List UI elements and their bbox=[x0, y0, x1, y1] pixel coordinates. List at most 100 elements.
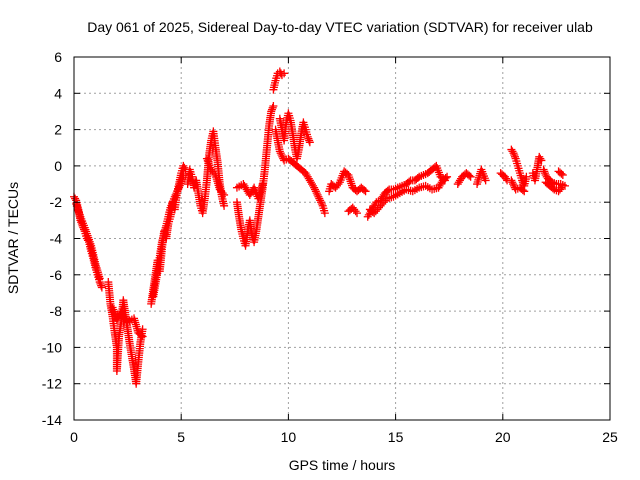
data-point bbox=[522, 172, 531, 181]
grid bbox=[74, 57, 610, 420]
data-point bbox=[455, 176, 464, 185]
data-point bbox=[537, 156, 546, 165]
data-point bbox=[443, 172, 452, 181]
data-point bbox=[405, 177, 414, 186]
data-point bbox=[557, 183, 566, 192]
data-point bbox=[218, 189, 227, 198]
y-tick-label: 2 bbox=[54, 122, 62, 138]
data-point bbox=[556, 180, 565, 189]
data-point bbox=[383, 186, 392, 195]
data-point bbox=[85, 237, 94, 246]
data-point bbox=[95, 274, 104, 283]
y-axis-ticks: -14 -12 -10 -8 -6 -4 -2 0 2 4 6 bbox=[42, 49, 610, 428]
data-point bbox=[466, 172, 475, 181]
data-point bbox=[351, 207, 360, 216]
data-point bbox=[173, 187, 182, 196]
data-point bbox=[510, 151, 519, 160]
data-point bbox=[541, 170, 550, 179]
data-point bbox=[304, 134, 313, 143]
x-tick-label: 20 bbox=[495, 429, 511, 445]
data-point bbox=[315, 194, 324, 203]
data-point bbox=[346, 177, 355, 186]
data-point bbox=[220, 190, 229, 199]
x-axis-label: GPS time / hours bbox=[289, 457, 396, 473]
data-point bbox=[361, 187, 370, 196]
data-point bbox=[313, 190, 322, 199]
data-point bbox=[535, 152, 544, 161]
y-tick-label: 6 bbox=[54, 49, 62, 65]
data-point bbox=[83, 231, 92, 240]
data-point bbox=[179, 170, 188, 179]
data-point bbox=[310, 183, 319, 192]
data-point bbox=[97, 283, 106, 292]
data-point bbox=[305, 138, 314, 147]
data-point bbox=[558, 170, 567, 179]
data-point bbox=[314, 192, 323, 201]
y-tick-label: -8 bbox=[50, 303, 63, 319]
data-point bbox=[275, 147, 284, 156]
data-point bbox=[170, 192, 179, 201]
data-point bbox=[96, 279, 105, 288]
data-point bbox=[353, 209, 362, 218]
chart-title: Day 061 of 2025, Sidereal Day-to-day VTE… bbox=[87, 19, 593, 35]
data-point bbox=[303, 132, 312, 141]
data-point bbox=[540, 167, 549, 176]
data-point bbox=[509, 180, 518, 189]
data-point bbox=[539, 165, 548, 174]
data-point bbox=[320, 209, 329, 218]
data-point bbox=[112, 316, 121, 325]
data-point bbox=[316, 198, 325, 207]
data-point bbox=[558, 181, 567, 190]
data-point bbox=[311, 187, 320, 196]
x-axis-ticks: 0 5 10 15 20 25 bbox=[70, 57, 618, 445]
data-point bbox=[305, 136, 314, 145]
x-tick-label: 25 bbox=[602, 429, 618, 445]
data-point bbox=[81, 225, 90, 234]
data-point bbox=[280, 69, 289, 78]
data-point bbox=[510, 152, 519, 161]
data-point bbox=[316, 196, 325, 205]
data-point bbox=[71, 194, 80, 203]
data-point bbox=[507, 176, 516, 185]
data-point bbox=[277, 151, 286, 160]
data-point bbox=[267, 107, 276, 116]
data-point bbox=[276, 149, 285, 158]
data-point bbox=[267, 105, 276, 114]
data-point bbox=[536, 154, 545, 163]
x-tick-label: 5 bbox=[177, 429, 185, 445]
y-tick-label: -12 bbox=[42, 376, 62, 392]
data-point bbox=[465, 171, 474, 180]
data-point bbox=[269, 102, 278, 111]
data-point bbox=[508, 147, 517, 156]
x-tick-label: 10 bbox=[281, 429, 297, 445]
data-point bbox=[268, 103, 277, 112]
data-point bbox=[137, 331, 146, 340]
data-point bbox=[441, 174, 450, 182]
x-tick-label: 0 bbox=[70, 429, 78, 445]
data-point bbox=[113, 314, 122, 323]
y-tick-label: -4 bbox=[50, 231, 63, 247]
data-point bbox=[520, 187, 529, 196]
data-point bbox=[174, 185, 183, 194]
data-point bbox=[312, 189, 321, 198]
y-tick-label: -14 bbox=[42, 412, 62, 428]
y-axis-label: SDTVAR / TECUs bbox=[5, 182, 21, 294]
data-points bbox=[70, 67, 569, 388]
y-tick-label: 0 bbox=[54, 158, 62, 174]
y-tick-label: -2 bbox=[50, 194, 63, 210]
data-point bbox=[138, 332, 147, 341]
data-point bbox=[509, 149, 518, 158]
data-point bbox=[97, 281, 106, 290]
data-point bbox=[502, 174, 511, 183]
y-tick-label: -10 bbox=[42, 339, 62, 355]
data-point bbox=[557, 169, 566, 178]
y-tick-label: 4 bbox=[54, 85, 62, 101]
data-point bbox=[80, 223, 89, 232]
data-point bbox=[258, 180, 267, 189]
data-point bbox=[481, 176, 490, 185]
data-point bbox=[518, 186, 527, 195]
data-point bbox=[220, 201, 229, 210]
data-point bbox=[317, 200, 326, 209]
data-point bbox=[172, 189, 181, 198]
